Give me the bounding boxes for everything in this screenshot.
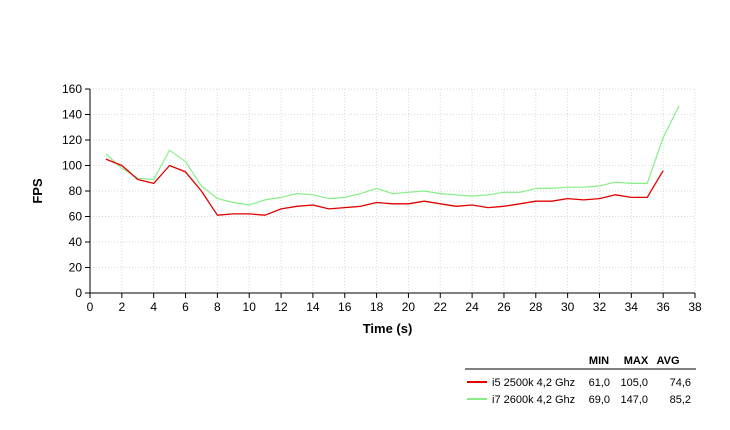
x-tick-label: 30 <box>561 300 575 314</box>
series-lines <box>105 105 680 216</box>
legend: MIN MAX AVG i5 2500k 4,2 Ghz 61,0 105,0 74,6 i7… <box>465 355 696 406</box>
x-tick-label: 20 <box>402 300 416 314</box>
y-tick-label: 120 <box>62 133 82 147</box>
legend-min-value: 69,0 <box>589 394 610 406</box>
x-tick-label: 26 <box>497 300 511 314</box>
x-tick-label: 14 <box>306 300 320 314</box>
x-tick-label: 32 <box>593 300 607 314</box>
legend-max-value: 147,0 <box>620 394 648 406</box>
legend-series-name: i7 2600k 4,2 Ghz <box>492 394 575 406</box>
x-tick-label: 10 <box>243 300 257 314</box>
y-tick-label: 100 <box>62 159 82 173</box>
series-line-2 <box>105 105 680 206</box>
x-tick-label: 24 <box>465 300 479 314</box>
y-tick-label: 20 <box>69 261 83 275</box>
y-tick-label: 140 <box>62 108 82 122</box>
x-tick-label: 2 <box>118 300 125 314</box>
y-tick-label: 40 <box>69 235 83 249</box>
y-tick-label: 60 <box>69 210 83 224</box>
x-tick-label: 8 <box>214 300 221 314</box>
legend-avg-value: 85,2 <box>670 394 691 406</box>
legend-header-avg: AVG <box>656 355 679 367</box>
y-axis-title: FPS <box>30 178 45 204</box>
x-tick-label: 4 <box>150 300 157 314</box>
x-tick-label: 38 <box>688 300 702 314</box>
legend-max-value: 105,0 <box>620 377 648 389</box>
legend-header-max: MAX <box>624 355 649 367</box>
y-tick-label: 80 <box>69 184 83 198</box>
x-tick-label: 18 <box>370 300 384 314</box>
legend-avg-value: 74,6 <box>670 377 691 389</box>
series-line-1 <box>105 158 664 216</box>
grid <box>90 88 696 293</box>
y-tick-label: 160 <box>62 82 82 96</box>
x-tick-label: 22 <box>434 300 448 314</box>
legend-min-value: 61,0 <box>589 377 610 389</box>
x-tick-label: 36 <box>656 300 670 314</box>
x-tick-label: 0 <box>87 300 94 314</box>
legend-series-name: i5 2500k 4,2 Ghz <box>492 377 575 389</box>
x-tick-label: 6 <box>182 300 189 314</box>
x-tick-label: 16 <box>338 300 352 314</box>
x-axis-title: Time (s) <box>363 321 413 336</box>
x-tick-label: 12 <box>274 300 288 314</box>
legend-header-min: MIN <box>589 355 609 367</box>
x-tick-label: 34 <box>625 300 639 314</box>
y-tick-label: 0 <box>75 286 82 300</box>
x-tick-label: 28 <box>529 300 543 314</box>
